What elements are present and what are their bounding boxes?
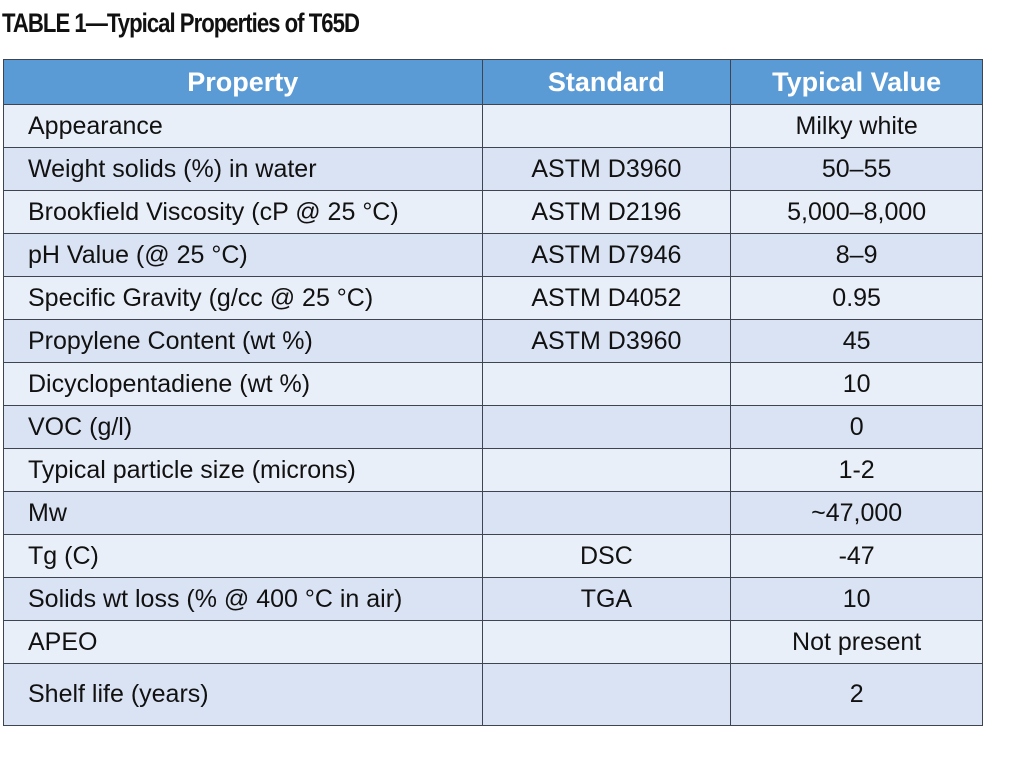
typical-value-cell: 1-2 bbox=[730, 448, 983, 492]
header-typical-value: Typical Value bbox=[730, 59, 983, 105]
standard-cell: TGA bbox=[481, 577, 732, 621]
table-row: Tg (C) DSC -47 bbox=[3, 534, 983, 578]
table-row: Solids wt loss (% @ 400 °C in air) TGA 10 bbox=[3, 577, 983, 621]
typical-value-cell: 10 bbox=[730, 362, 983, 406]
standard-cell: ASTM D3960 bbox=[481, 147, 732, 191]
typical-value-cell: ~47,000 bbox=[730, 491, 983, 535]
property-cell: Weight solids (%) in water bbox=[3, 147, 483, 191]
header-row: Property Standard Typical Value bbox=[3, 59, 983, 105]
property-cell: Tg (C) bbox=[3, 534, 483, 578]
property-cell: Shelf life (years) bbox=[3, 663, 483, 726]
typical-value-cell: 45 bbox=[730, 319, 983, 363]
standard-cell bbox=[481, 362, 732, 406]
standard-cell: DSC bbox=[481, 534, 732, 578]
standard-cell bbox=[481, 104, 732, 148]
property-cell: Appearance bbox=[3, 104, 483, 148]
property-cell: Propylene Content (wt %) bbox=[3, 319, 483, 363]
property-cell: pH Value (@ 25 °C) bbox=[3, 233, 483, 277]
typical-value-cell: -47 bbox=[730, 534, 983, 578]
standard-cell bbox=[481, 663, 732, 726]
typical-value-cell: 0.95 bbox=[730, 276, 983, 320]
property-cell: Specific Gravity (g/cc @ 25 °C) bbox=[3, 276, 483, 320]
table-row: Weight solids (%) in water ASTM D3960 50–5… bbox=[3, 147, 983, 191]
standard-cell bbox=[481, 491, 732, 535]
property-cell: Solids wt loss (% @ 400 °C in air) bbox=[3, 577, 483, 621]
table-row: Appearance Milky white bbox=[3, 104, 983, 148]
typical-value-cell: Milky white bbox=[730, 104, 983, 148]
standard-cell bbox=[481, 448, 732, 492]
standard-cell: ASTM D4052 bbox=[481, 276, 732, 320]
property-cell: Typical particle size (microns) bbox=[3, 448, 483, 492]
standard-cell: ASTM D7946 bbox=[481, 233, 732, 277]
header-standard: Standard bbox=[481, 59, 732, 105]
typical-value-cell: Not present bbox=[730, 620, 983, 664]
table-row: VOC (g/l) 0 bbox=[3, 405, 983, 449]
typical-value-cell: 5,000–8,000 bbox=[730, 190, 983, 234]
property-cell: APEO bbox=[3, 620, 483, 664]
table-row: Brookfield Viscosity (cP @ 25 °C) ASTM D2… bbox=[3, 190, 983, 234]
standard-cell bbox=[481, 405, 732, 449]
property-cell: Mw bbox=[3, 491, 483, 535]
typical-value-cell: 50–55 bbox=[730, 147, 983, 191]
properties-table: Property Standard Typical Value Appearan… bbox=[3, 59, 983, 726]
standard-cell: ASTM D2196 bbox=[481, 190, 732, 234]
table-row: APEO Not present bbox=[3, 620, 983, 664]
standard-cell bbox=[481, 620, 732, 664]
typical-value-cell: 10 bbox=[730, 577, 983, 621]
table-title: TABLE 1—Typical Properties of T65D bbox=[2, 8, 360, 38]
header-property: Property bbox=[3, 59, 483, 105]
property-cell: Brookfield Viscosity (cP @ 25 °C) bbox=[3, 190, 483, 234]
table-row: Propylene Content (wt %) ASTM D3960 45 bbox=[3, 319, 983, 363]
typical-value-cell: 0 bbox=[730, 405, 983, 449]
typical-value-cell: 2 bbox=[730, 663, 983, 726]
property-cell: VOC (g/l) bbox=[3, 405, 483, 449]
table-row: pH Value (@ 25 °C) ASTM D7946 8–9 bbox=[3, 233, 983, 277]
property-cell: Dicyclopentadiene (wt %) bbox=[3, 362, 483, 406]
table-row: Dicyclopentadiene (wt %) 10 bbox=[3, 362, 983, 406]
standard-cell: ASTM D3960 bbox=[481, 319, 732, 363]
table-row: Specific Gravity (g/cc @ 25 °C) ASTM D405… bbox=[3, 276, 983, 320]
table-row: Shelf life (years) 2 bbox=[3, 663, 983, 726]
table-row: Typical particle size (microns) 1-2 bbox=[3, 448, 983, 492]
table-row: Mw ~47,000 bbox=[3, 491, 983, 535]
typical-value-cell: 8–9 bbox=[730, 233, 983, 277]
